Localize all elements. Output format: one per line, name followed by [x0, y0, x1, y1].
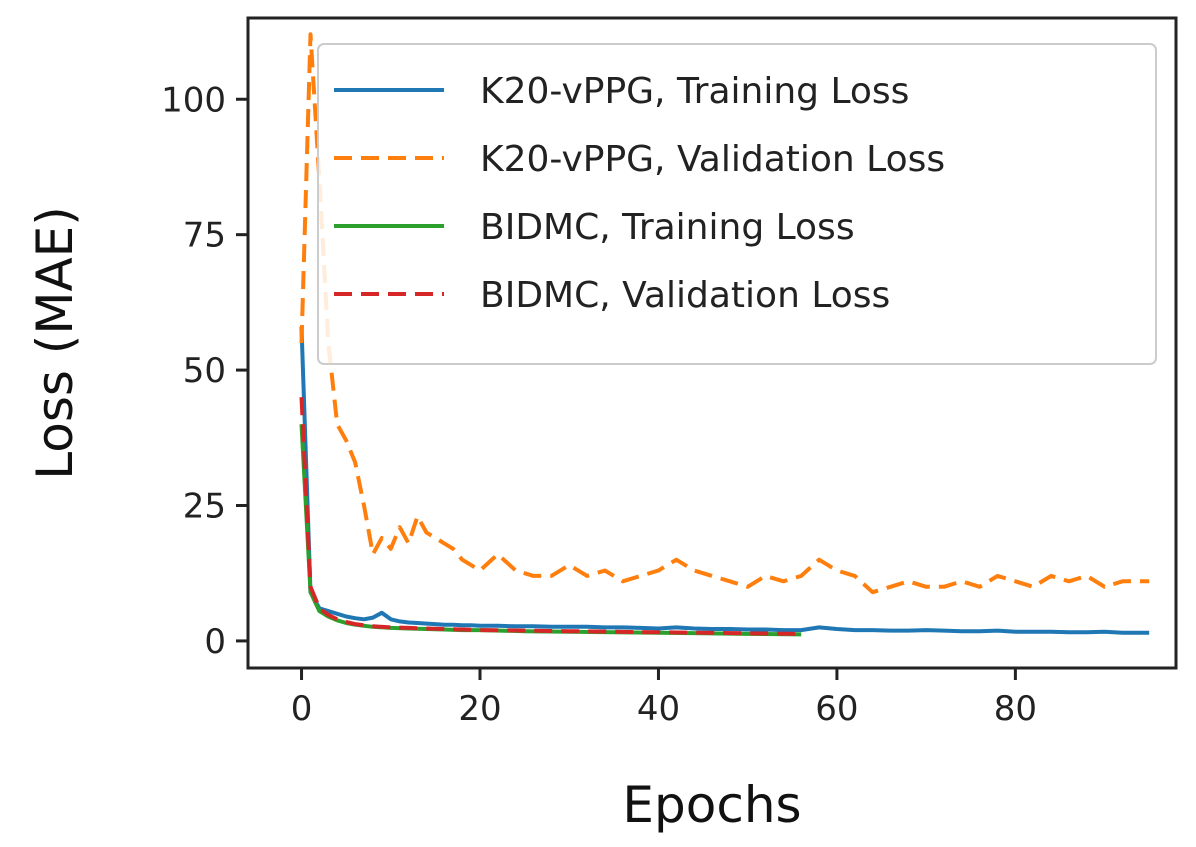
y-tick-label: 0	[204, 622, 226, 662]
legend-label-k20-vppg-validation-loss: K20-vPPG, Validation Loss	[480, 139, 945, 180]
y-tick-label: 50	[183, 351, 226, 391]
x-tick-label: 80	[994, 689, 1037, 729]
x-tick-label: 20	[458, 689, 501, 729]
x-axis-label: Epochs	[622, 776, 801, 834]
series-line-k20-vppg-validation-loss	[299, 32, 1150, 595]
y-axis-label: Loss (MAE)	[26, 206, 84, 480]
x-tick-label: 0	[291, 689, 313, 729]
legend-label-k20-vppg-training-loss: K20-vPPG, Training Loss	[480, 71, 909, 112]
plot-frame	[246, 16, 1178, 670]
y-tick-label: 100	[161, 80, 226, 120]
y-tick-label: 25	[183, 487, 226, 527]
legend-frame	[317, 43, 1157, 365]
x-tick-label: 60	[815, 689, 858, 729]
series-line-k20-vppg-training-loss	[299, 326, 1150, 635]
legend-label-bidmc-validation-loss: BIDMC, Validation Loss	[480, 275, 890, 316]
series-layer	[299, 32, 1150, 637]
series-line-bidmc-validation-loss	[299, 397, 802, 636]
y-axis: 0 25 50 75 100	[161, 80, 248, 662]
legend: K20-vPPG, Training Loss K20-vPPG, Validat…	[317, 43, 1157, 365]
x-axis: 0 20 40 60 80	[291, 668, 1037, 729]
legend-label-bidmc-training-loss: BIDMC, Training Loss	[480, 207, 855, 248]
series-line-bidmc-training-loss	[299, 424, 802, 637]
x-tick-label: 40	[637, 689, 680, 729]
y-tick-label: 75	[183, 216, 226, 256]
